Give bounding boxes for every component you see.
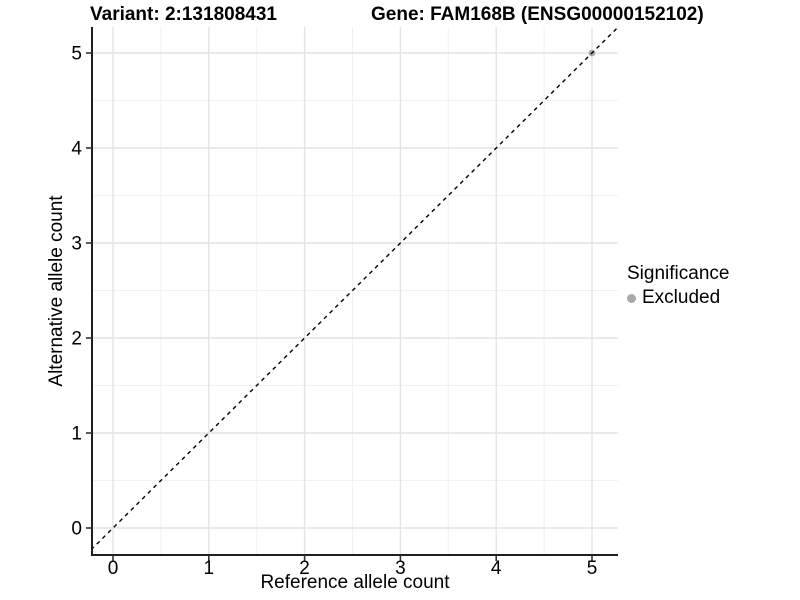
x-tick-label: 3 [395,558,406,579]
title-gene: Gene: FAM168B (ENSG00000152102) [371,4,704,25]
gridlines-major [92,27,618,555]
x-axis-title: Reference allele count [260,572,450,593]
identity-line [92,27,618,550]
y-axis-title: Alternative allele count [46,195,67,387]
x-tick-label: 4 [491,558,502,579]
legend-item-label: Excluded [642,287,721,308]
y-tick-label: 5 [71,44,82,65]
gridlines-minor [92,27,618,555]
excluded-point-icon [627,293,636,303]
x-tick-label: 2 [299,558,310,579]
x-tick-label: 1 [204,558,215,579]
axis-ticks [86,52,593,561]
x-tick-label: 5 [587,558,598,579]
y-tick-label: 1 [71,424,82,445]
legend-title: Significance [627,263,730,284]
legend-item-excluded: Excluded [627,287,729,309]
legend: Significance Excluded [627,263,729,309]
y-tick-label: 2 [71,329,82,350]
axis-tick-labels: 0 1 2 3 4 5 0 1 2 3 4 5 [71,44,597,580]
y-tick-label: 3 [71,234,82,255]
y-tick-label: 4 [71,139,82,160]
y-tick-label: 0 [71,519,82,540]
x-tick-label: 0 [108,558,119,579]
title-variant: Variant: 2:131808431 [90,4,277,25]
